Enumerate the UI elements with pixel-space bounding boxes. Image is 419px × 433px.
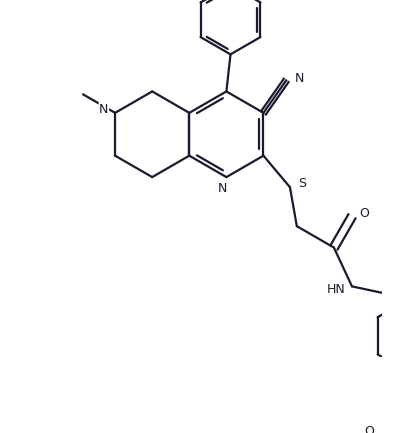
Text: O: O xyxy=(360,207,369,220)
Text: S: S xyxy=(298,177,306,190)
Text: N: N xyxy=(295,72,304,85)
Text: N: N xyxy=(217,182,227,195)
Text: O: O xyxy=(365,425,375,433)
Text: HN: HN xyxy=(327,283,345,296)
Text: N: N xyxy=(99,103,109,116)
